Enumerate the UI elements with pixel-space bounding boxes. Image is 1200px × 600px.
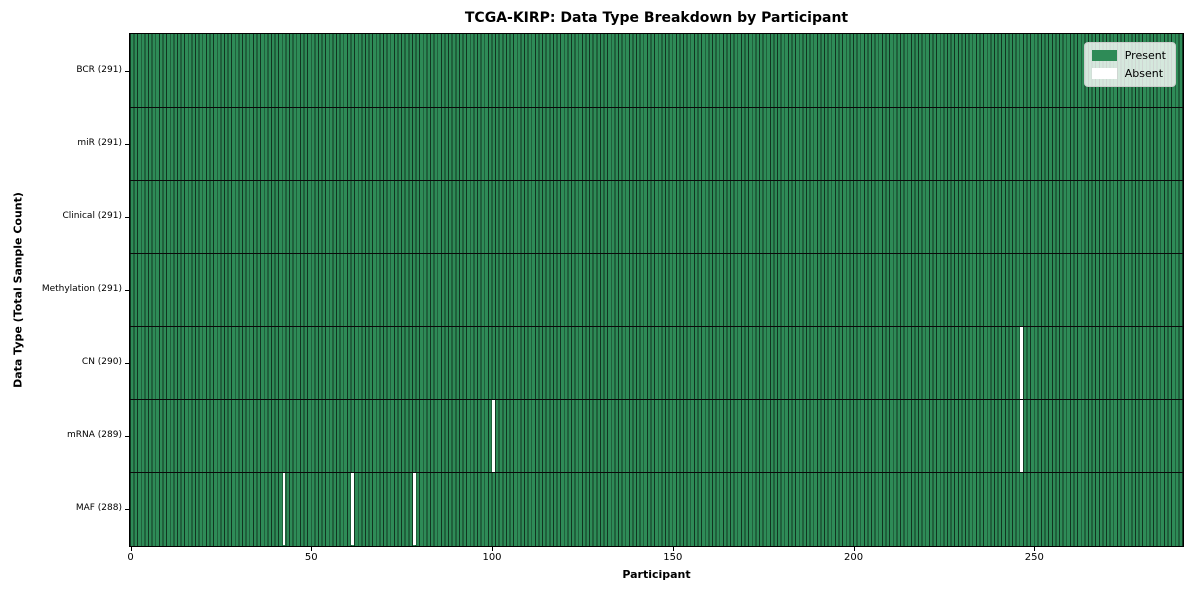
x-tick-label: 200 — [843, 552, 864, 563]
x-axis-label: Participant — [622, 568, 691, 581]
heatmap-cells — [130, 34, 1183, 546]
y-tick-label-CN: CN (290) — [81, 357, 122, 367]
y-tick — [125, 289, 129, 291]
x-tick — [1034, 547, 1036, 551]
x-tick — [311, 547, 313, 551]
row-separator — [130, 252, 1183, 254]
x-tick-label: 100 — [482, 552, 502, 563]
y-tick-label-MAF: MAF (288) — [75, 503, 122, 513]
absent-cells-layer — [130, 34, 1183, 546]
y-tick-label-Clinical: Clinical (291) — [62, 211, 122, 221]
row-separator — [130, 398, 1183, 400]
row-separator — [130, 471, 1183, 473]
absent-cell-MAF-42 — [282, 472, 286, 545]
y-tick — [125, 435, 129, 437]
absent-swatch — [1091, 68, 1117, 79]
row-separator — [130, 325, 1183, 327]
row-separator — [130, 179, 1183, 181]
absent-cell-mRNA-246 — [1020, 399, 1023, 472]
x-tick-label: 0 — [127, 552, 134, 563]
x-tick — [672, 547, 674, 551]
row-separators-layer — [130, 34, 1183, 546]
y-tick — [125, 143, 129, 145]
absent-cell-MAF-61 — [351, 472, 355, 545]
y-tick-label-Methylation: Methylation (291) — [41, 284, 122, 294]
x-tick — [853, 547, 855, 551]
y-tick — [125, 508, 129, 510]
chart-title: TCGA-KIRP: Data Type Breakdown by Partic… — [464, 10, 849, 26]
y-tick — [125, 362, 129, 364]
legend-item-absent: Absent — [1091, 67, 1166, 80]
x-tick — [130, 547, 132, 551]
row-separator — [130, 106, 1183, 108]
y-tick-label-miR: miR (291) — [77, 138, 122, 148]
plot-area: Present Absent — [129, 33, 1184, 547]
y-tick-label-mRNA: mRNA (289) — [67, 430, 122, 440]
x-tick-label: 150 — [663, 552, 683, 563]
y-tick-label-BCR: BCR (291) — [76, 65, 122, 75]
y-tick — [125, 216, 129, 218]
absent-cell-mRNA-100 — [492, 399, 496, 472]
legend-label-absent: Absent — [1124, 67, 1164, 80]
x-tick-label: 250 — [1024, 552, 1044, 563]
x-tick — [492, 547, 493, 551]
x-tick-label: 50 — [304, 552, 318, 563]
legend-item-present: Present — [1091, 49, 1166, 62]
legend-label-present: Present — [1124, 49, 1166, 62]
y-tick — [125, 70, 129, 72]
legend: Present Absent — [1083, 42, 1176, 87]
present-swatch — [1091, 50, 1117, 61]
absent-cell-CN-246 — [1020, 326, 1023, 399]
absent-cell-MAF-78 — [412, 472, 416, 545]
